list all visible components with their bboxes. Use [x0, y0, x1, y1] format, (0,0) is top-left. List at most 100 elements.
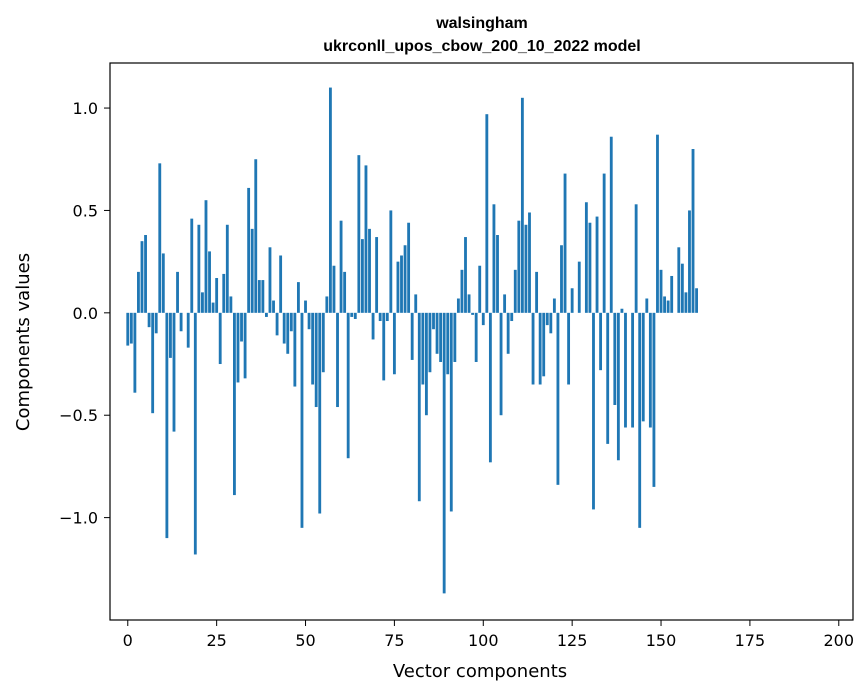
bar-119 — [549, 312, 553, 334]
y-tick-label: 0.0 — [73, 304, 98, 323]
bar-76 — [396, 261, 400, 313]
bar-30 — [233, 312, 236, 496]
bar-122 — [560, 245, 563, 313]
bar-67 — [364, 165, 368, 313]
bar-18 — [190, 218, 194, 313]
bar-65 — [357, 155, 361, 313]
bar-3 — [137, 271, 140, 313]
bar-97 — [471, 312, 475, 315]
x-tick-label: 50 — [295, 631, 315, 650]
bar-32 — [240, 312, 243, 342]
bar-79 — [407, 222, 411, 313]
chart-title-line-2: ukrconll_upos_cbow_200_10_2022 model — [323, 38, 640, 55]
y-tick-label: 1.0 — [73, 99, 98, 118]
bar-129 — [584, 202, 588, 313]
bar-50 — [304, 300, 307, 313]
bar-135 — [606, 312, 610, 444]
bar-17 — [186, 312, 190, 348]
bar-101 — [485, 114, 489, 313]
bar-107 — [506, 312, 510, 354]
bar-157 — [684, 292, 688, 313]
bar-55 — [321, 312, 325, 373]
bar-96 — [467, 294, 471, 313]
bar-134 — [602, 173, 606, 313]
bar-132 — [595, 216, 599, 313]
bar-95 — [464, 237, 467, 313]
bar-59 — [336, 312, 339, 408]
bar-8 — [154, 312, 158, 334]
bar-149 — [656, 134, 659, 313]
bar-5 — [144, 235, 147, 313]
bar-73 — [385, 312, 389, 322]
bar-70 — [375, 237, 379, 313]
bar-82 — [417, 312, 421, 502]
bar-108 — [510, 312, 514, 322]
bar-35 — [250, 228, 254, 313]
x-tick-label: 125 — [557, 631, 588, 650]
bar-54 — [318, 312, 322, 514]
bar-20 — [197, 224, 201, 313]
bar-115 — [535, 271, 539, 313]
bar-118 — [545, 312, 549, 326]
bar-46 — [289, 312, 293, 332]
x-tick-label: 175 — [735, 631, 766, 650]
chart-title-line-1: walsingham — [435, 15, 528, 32]
bar-29 — [229, 296, 233, 313]
bar-105 — [499, 312, 503, 416]
bar-33 — [243, 312, 247, 379]
bar-140 — [624, 312, 627, 428]
bar-110 — [517, 220, 521, 313]
bar-53 — [314, 312, 318, 408]
bar-111 — [520, 97, 524, 313]
bar-86 — [432, 312, 435, 330]
bar-138 — [616, 312, 620, 461]
bar-48 — [296, 282, 300, 313]
bar-6 — [147, 312, 151, 328]
bar-68 — [368, 228, 371, 313]
bar-80 — [410, 312, 414, 360]
bar-38 — [261, 280, 265, 313]
bar-99 — [478, 265, 482, 313]
bar-44 — [282, 312, 286, 344]
bar-49 — [300, 312, 304, 528]
x-axis-ticks: 0 25 50 75 100 125 150 175 200 — [123, 620, 854, 650]
bar-146 — [645, 298, 649, 313]
bar-112 — [524, 224, 528, 313]
bar-89 — [442, 312, 446, 594]
bar-120 — [552, 298, 556, 313]
bar-156 — [680, 263, 684, 313]
bar-117 — [542, 312, 546, 377]
bar-123 — [563, 173, 567, 313]
bar-40 — [268, 247, 272, 313]
bar-144 — [638, 312, 642, 528]
bar-21 — [201, 292, 204, 313]
bar-47 — [293, 312, 297, 387]
bar-142 — [631, 312, 635, 428]
bar-124 — [567, 312, 571, 385]
x-tick-label: 150 — [646, 631, 677, 650]
bar-131 — [592, 312, 595, 510]
bar-31 — [236, 312, 240, 383]
bar-103 — [492, 204, 496, 313]
x-tick-label: 100 — [468, 631, 499, 650]
bar-130 — [588, 222, 592, 313]
bar-155 — [677, 247, 681, 313]
bar-15 — [179, 312, 183, 332]
bar-2 — [133, 312, 137, 393]
bar-25 — [215, 278, 219, 313]
bar-41 — [272, 300, 275, 313]
y-tick-label: −0.5 — [59, 406, 98, 425]
bar-52 — [311, 312, 315, 385]
bar-133 — [599, 312, 603, 371]
y-tick-label: −1.0 — [59, 509, 98, 528]
bar-24 — [211, 302, 215, 313]
bar-66 — [360, 239, 364, 313]
bar-93 — [456, 298, 460, 313]
bar-116 — [538, 312, 542, 385]
bar-60 — [339, 220, 343, 313]
bar-109 — [513, 269, 517, 313]
bar-27 — [222, 273, 226, 313]
bar-94 — [460, 269, 464, 313]
